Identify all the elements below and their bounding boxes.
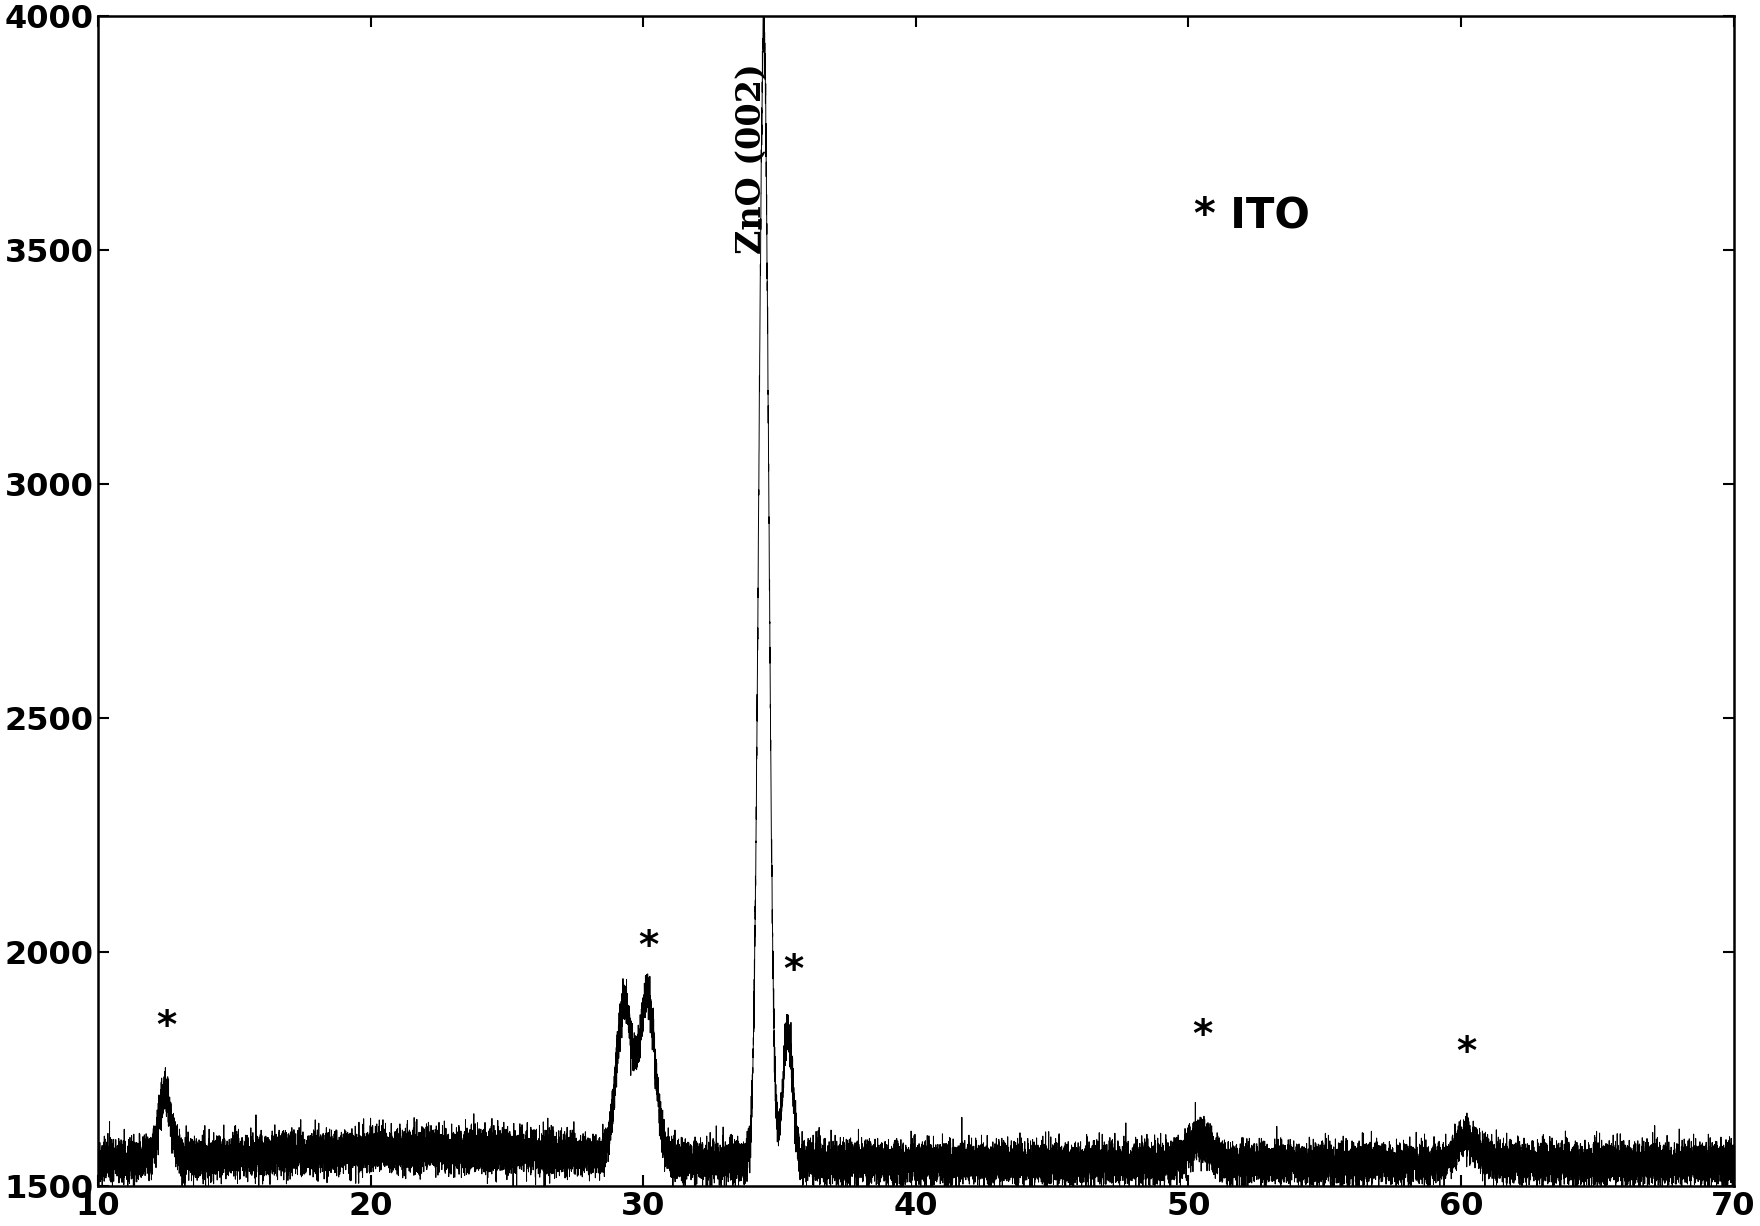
Text: ZnO (002): ZnO (002) <box>734 63 767 254</box>
Text: *: * <box>1456 1034 1477 1072</box>
Text: *: * <box>157 1008 176 1046</box>
Text: *: * <box>639 928 658 966</box>
Text: *: * <box>1192 1018 1213 1056</box>
Text: *: * <box>783 951 803 989</box>
Text: * ITO: * ITO <box>1193 194 1309 237</box>
